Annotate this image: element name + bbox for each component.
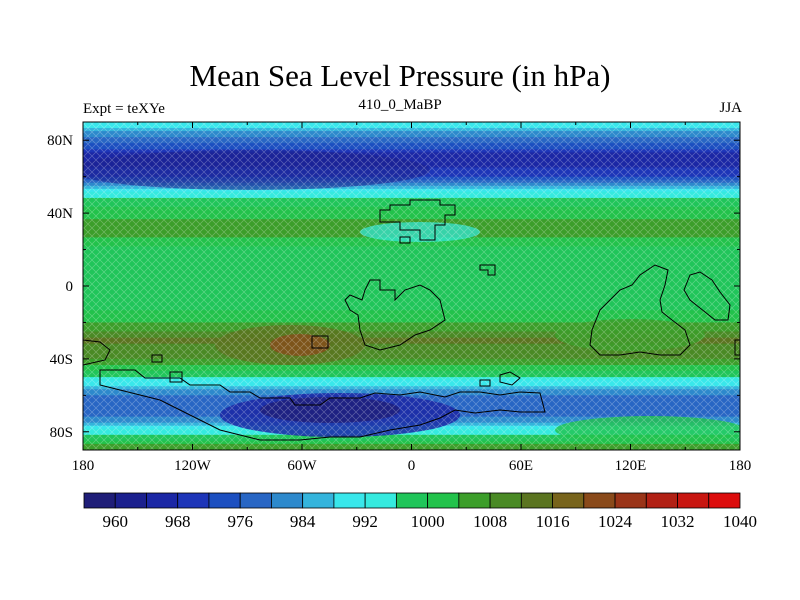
colorbar-swatch: [552, 492, 585, 509]
colorbar-label: 1032: [661, 512, 695, 531]
colorbar-label: 992: [352, 512, 378, 531]
colorbar-label: 984: [290, 512, 316, 531]
x-tick-label: 120E: [615, 458, 647, 474]
coastline-east: [589, 264, 691, 356]
colorbar-swatch: [645, 492, 678, 509]
y-tick-label: 40N: [47, 206, 73, 222]
map-title: Mean Sea Level Pressure (in hPa): [189, 58, 611, 93]
colorbar-swatch: [239, 492, 272, 509]
experiment-label: Expt = teXYe: [83, 101, 165, 117]
colorbar-swatch: [177, 492, 210, 509]
coastline-far-east: [683, 271, 731, 321]
colorbar-swatch: [333, 492, 366, 509]
y-tick-label: 0: [66, 279, 74, 295]
colorbar: 960 968 976 984 992 1000 1008 1016 1024 1032 1040: [83, 492, 757, 531]
colorbar-swatch: [83, 492, 116, 509]
colorbar-swatch: [520, 492, 553, 509]
colorbar-swatch: [114, 492, 147, 509]
coastline-gondwana: [344, 279, 446, 351]
colorbar-swatch: [208, 492, 241, 509]
colorbar-swatch: [146, 492, 179, 509]
colorbar-label: 1008: [473, 512, 507, 531]
x-tick-label: 180: [729, 458, 752, 474]
colorbar-swatch: [395, 492, 429, 509]
y-axis: 80N 40N 0 40S 80S: [47, 133, 740, 441]
coastline-pocket: [311, 335, 329, 349]
colorbar-label: 1016: [536, 512, 570, 531]
colorbar-label: 976: [227, 512, 253, 531]
colorbar-label: 1000: [411, 512, 445, 531]
colorbar-swatch: [677, 492, 710, 509]
coastline-small: [734, 339, 740, 356]
x-tick-label: 120W: [174, 458, 212, 474]
x-tick-label: 0: [408, 458, 416, 474]
colorbar-swatch: [271, 492, 304, 509]
colorbar-swatch: [489, 492, 522, 509]
coastline-north-continent: [379, 199, 456, 241]
coastline-small: [479, 379, 491, 387]
coastline-small: [499, 371, 521, 386]
coastline-small: [169, 371, 183, 383]
colorbar-swatch: [427, 492, 460, 509]
x-tick-label: 180: [72, 458, 95, 474]
colorbar-label: 1040: [723, 512, 757, 531]
colorbar-swatch: [583, 492, 616, 509]
plot-area: [83, 122, 740, 450]
colorbar-swatch: [458, 492, 491, 509]
coastline-island: [399, 236, 411, 244]
colorbar-label: 960: [102, 512, 128, 531]
colorbar-swatch: [614, 492, 647, 509]
hatch-overlay: [83, 122, 740, 450]
coastlines: [83, 199, 740, 441]
time-label: 410_0_MaBP: [358, 97, 442, 113]
x-tick-label: 60E: [509, 458, 533, 474]
x-tick-label: 60W: [287, 458, 317, 474]
y-tick-label: 80N: [47, 133, 73, 149]
colorbar-swatch: [364, 492, 397, 509]
coastline-island: [479, 264, 496, 276]
x-axis: 180 120W 60W 0 60E 120E 180: [72, 122, 752, 474]
season-label: JJA: [719, 100, 742, 116]
coastline-small: [151, 354, 163, 363]
y-tick-label: 80S: [50, 425, 73, 441]
colorbar-swatch: [708, 492, 741, 509]
colorbar-swatch: [302, 492, 335, 509]
coastline-west-edge: [83, 339, 111, 366]
colorbar-label: 1024: [598, 512, 633, 531]
y-tick-label: 40S: [50, 352, 73, 368]
colorbar-label: 968: [165, 512, 191, 531]
coastline-southern: [99, 369, 546, 441]
